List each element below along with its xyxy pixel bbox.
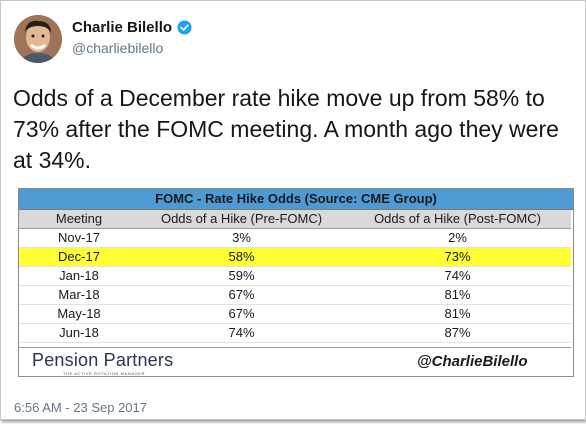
cell-pre: 74% [228,325,255,340]
attached-image[interactable]: FOMC - Rate Hike Odds (Source: CME Group… [18,188,574,377]
author-handle[interactable]: @charliebilello [72,40,164,56]
profile-photo-icon [14,15,62,63]
tweet-timestamp[interactable]: 6:56 AM - 23 Sep 2017 [14,400,147,415]
cell-post: 87% [444,325,471,340]
brand-logo: Pension Partners [32,350,174,370]
brand-tagline: THE ACTIVE ROTATION MANAGER [63,371,146,376]
cell-pre: 3% [232,230,251,245]
cell-meeting: Dec-17 [58,249,100,264]
cell-meeting: May-18 [57,306,101,321]
avatar[interactable] [14,15,62,63]
cell-post: 81% [444,306,471,321]
header-pre-fomc: Odds of a Hike (Pre-FOMC) [139,210,344,229]
table-row: Jan-18 59% 74% [19,267,571,286]
cell-meeting: Nov-17 [58,230,100,245]
card-twitter-handle: @CharlieBilello [417,353,528,370]
odds-table: Meeting Odds of a Hike (Pre-FOMC) Odds o… [19,210,571,343]
cell-post: 81% [444,287,471,302]
cell-pre: 59% [228,268,255,283]
table-row: Nov-17 3% 2% [19,229,571,248]
table-header-row: Meeting Odds of a Hike (Pre-FOMC) Odds o… [19,210,571,229]
card-footer: Pension Partners THE ACTIVE ROTATION MAN… [19,347,571,376]
header-meeting: Meeting [19,210,139,229]
cell-pre: 67% [228,306,255,321]
table-row-highlighted: Dec-17 58% 73% [19,247,571,267]
cell-meeting: Jan-18 [59,268,99,283]
tweet-text: Odds of a December rate hike move up fro… [13,85,559,173]
cell-pre: 67% [228,287,255,302]
cell-pre: 58% [228,249,255,264]
table-row: Jun-18 74% 87% [19,324,571,343]
table-row: Mar-18 67% 81% [19,286,571,305]
table-title: FOMC - Rate Hike Odds (Source: CME Group… [19,189,573,210]
cell-meeting: Mar-18 [58,287,100,302]
author-name[interactable]: Charlie Bilello [72,19,192,36]
header-post-fomc: Odds of a Hike (Post-FOMC) [344,210,571,229]
author-name-text: Charlie Bilello [72,19,173,36]
cell-post: 2% [448,230,467,245]
table-row: May-18 67% 81% [19,305,571,324]
cell-meeting: Jun-18 [59,325,99,340]
cell-post: 73% [444,249,471,264]
verified-badge-icon [177,20,192,35]
cell-post: 74% [444,268,471,283]
